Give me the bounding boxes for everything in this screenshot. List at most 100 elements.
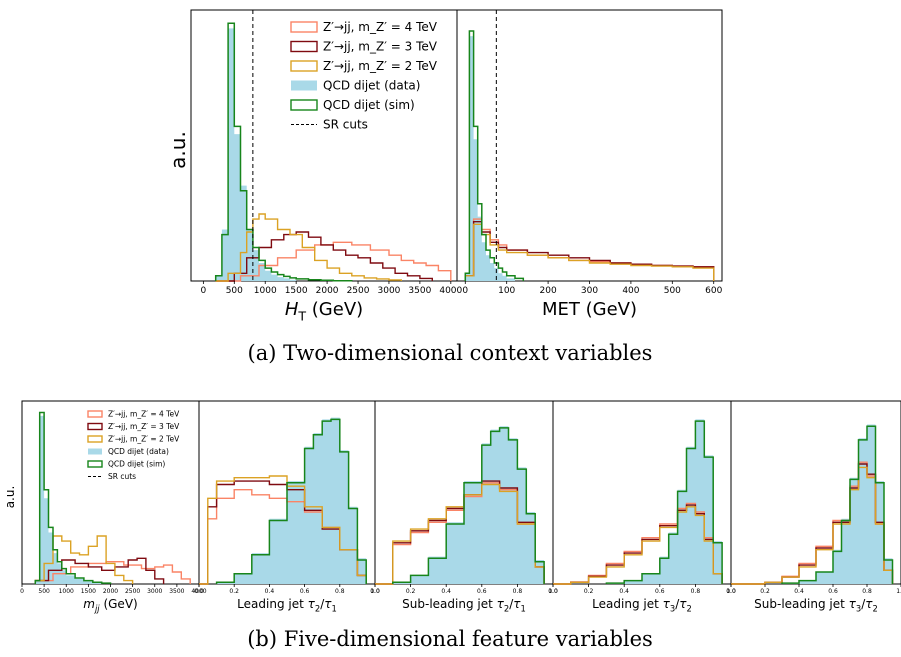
z2-line bbox=[34, 535, 134, 584]
x-tick-label: 300 bbox=[581, 286, 598, 296]
legend-swatch-fill bbox=[291, 80, 317, 91]
legend-bottom: Z′→jj, m_Z′ = 4 TeV Z′→jj, m_Z′ = 3 TeV Z′… bbox=[87, 410, 180, 481]
panel-ht: 0 500 1000 1500 2000 2500 3000 3500 4000 HT (GeV) bbox=[201, 10, 463, 323]
panel-t21sub: 0.0 0.2 0.4 0.6 0.8 1.0 Sub-leading jet τ2/τ1 bbox=[370, 426, 558, 614]
caption-b: (b) Five-dimensional feature variables bbox=[247, 627, 653, 651]
x-tick-label: 1500 bbox=[81, 588, 96, 595]
legend-label: Z′→jj, m_Z′ = 2 TeV bbox=[323, 59, 438, 73]
legend-item: QCD dijet (data) bbox=[291, 79, 420, 93]
legend-item: QCD dijet (sim) bbox=[87, 460, 165, 469]
legend-swatch-step bbox=[87, 410, 103, 418]
legend-label: SR cuts bbox=[323, 118, 368, 132]
x-tick-label: 2500 bbox=[125, 588, 140, 595]
legend-label: Z′→jj, m_Z′ = 3 TeV bbox=[323, 40, 438, 54]
qcd-sim-line bbox=[605, 420, 723, 584]
qcd-sim-line bbox=[214, 22, 353, 282]
x-tick-label: 1.0 bbox=[370, 588, 380, 595]
x-tick-label: 1.0 bbox=[548, 588, 558, 595]
legend-swatch-step bbox=[87, 435, 103, 443]
qcd-data-fill bbox=[216, 417, 367, 584]
legend-swatch-step bbox=[290, 99, 318, 111]
legend-item: Z′→jj, m_Z′ = 2 TeV bbox=[290, 59, 438, 73]
legend-label: Z′→jj, m_Z′ = 3 TeV bbox=[108, 422, 180, 431]
x-tick-label: 0.0 bbox=[370, 588, 380, 595]
x-axis-label: Sub-leading jet τ3/τ2 bbox=[754, 597, 878, 614]
panel-t21lead: 0.0 0.2 0.4 0.6 0.8 1.0 Leading jet τ2/τ1 bbox=[194, 417, 380, 614]
x-tick-label: 1.0 bbox=[896, 588, 901, 595]
legend-item: Z′→jj, m_Z′ = 2 TeV bbox=[87, 435, 180, 444]
x-tick-label: 3500 bbox=[408, 286, 431, 296]
x-tick-label: 0.0 bbox=[726, 588, 736, 595]
legend-item: Z′→jj, m_Z′ = 3 TeV bbox=[290, 40, 438, 54]
legend-item: SR cuts bbox=[88, 472, 136, 481]
legend-label: Z′→jj, m_Z′ = 2 TeV bbox=[108, 435, 180, 444]
z4-line bbox=[215, 241, 452, 282]
x-axis-label: Leading jet τ2/τ1 bbox=[237, 597, 337, 614]
z2-line bbox=[215, 213, 402, 282]
legend-swatch-step bbox=[290, 60, 318, 72]
legend-swatch-step bbox=[87, 460, 103, 468]
x-tick-label: 0.2 bbox=[760, 588, 770, 595]
x-tick-label: 1500 bbox=[285, 286, 308, 296]
x-tick-label: 1000 bbox=[59, 588, 74, 595]
x-axis-label: MET (GeV) bbox=[542, 299, 637, 320]
x-tick-label: 0 bbox=[20, 588, 24, 595]
x-tick-label: 0.0 bbox=[194, 588, 204, 595]
x-tick-label: 2000 bbox=[103, 588, 118, 595]
x-tick-label: 4000 bbox=[439, 286, 462, 296]
qcd-sim-line bbox=[464, 30, 525, 281]
legend-label: Z′→jj, m_Z′ = 4 TeV bbox=[323, 20, 438, 34]
x-tick-label: 0.0 bbox=[548, 588, 558, 595]
x-axis-label: mjj (GeV) bbox=[83, 597, 137, 614]
x-axis-label: Leading jet τ3/τ2 bbox=[592, 597, 692, 614]
x-tick-label: 0.4 bbox=[441, 588, 451, 595]
x-tick-label: 200 bbox=[540, 286, 557, 296]
panel-met: 0 100 200 300 400 500 600 MET (GeV) bbox=[462, 10, 723, 320]
legend-label: QCD dijet (sim) bbox=[323, 98, 415, 112]
qcd-sim-line bbox=[392, 427, 545, 584]
x-tick-label: 500 bbox=[38, 588, 50, 595]
legend-item: SR cuts bbox=[291, 118, 368, 132]
x-tick-label: 500 bbox=[226, 286, 243, 296]
x-tick-label: 400 bbox=[622, 286, 639, 296]
x-tick-label: 500 bbox=[664, 286, 681, 296]
legend-top: Z′→jj, m_Z′ = 4 TeV Z′→jj, m_Z′ = 3 TeV Z′… bbox=[290, 20, 438, 132]
x-tick-label: 0 bbox=[201, 286, 207, 296]
legend-swatch-step bbox=[290, 40, 318, 53]
x-tick-label: 0 bbox=[462, 286, 468, 296]
bottom-ylabel: a.u. bbox=[3, 486, 17, 509]
x-tick-label: 0.4 bbox=[794, 588, 804, 595]
x-tick-label: 0.8 bbox=[862, 588, 872, 595]
x-tick-label: 0.8 bbox=[335, 588, 345, 595]
legend-swatch-step bbox=[290, 21, 318, 33]
legend-item: Z′→jj, m_Z′ = 4 TeV bbox=[290, 20, 438, 34]
x-tick-label: 0.6 bbox=[300, 588, 310, 595]
x-tick-label: 0.6 bbox=[828, 588, 838, 595]
qcd-data-fill bbox=[215, 28, 297, 282]
x-tick-label: 0.6 bbox=[655, 588, 665, 595]
legend-swatch-step bbox=[87, 422, 103, 431]
x-tick-label: 3500 bbox=[169, 588, 184, 595]
legend-swatch-fill bbox=[88, 448, 102, 455]
x-tick-label: 0.2 bbox=[584, 588, 594, 595]
x-tick-label: 3000 bbox=[147, 588, 162, 595]
x-tick-label: 4000 bbox=[191, 588, 206, 595]
legend-item: QCD dijet (sim) bbox=[290, 98, 415, 112]
x-tick-label: 0.4 bbox=[265, 588, 275, 595]
x-tick-label: 2500 bbox=[347, 286, 370, 296]
x-tick-label: 1000 bbox=[254, 286, 277, 296]
top-ylabel: a.u. bbox=[166, 131, 190, 169]
panel-t32lead: 0.0 0.2 0.4 0.6 0.8 1.0 Leading jet τ3/τ2 bbox=[548, 419, 736, 614]
panel-t32sub: 0.0 0.2 0.4 0.6 0.8 1.0 Sub-leading jet τ3/τ2 bbox=[726, 424, 901, 614]
legend-label: SR cuts bbox=[108, 472, 136, 481]
x-tick-label: 0.8 bbox=[691, 588, 701, 595]
x-tick-label: 0.2 bbox=[406, 588, 416, 595]
legend-label: QCD dijet (data) bbox=[323, 79, 420, 93]
qcd-sim-line bbox=[215, 418, 367, 584]
z3-line bbox=[34, 557, 165, 584]
z2-line bbox=[731, 466, 894, 585]
legend-label: Z′→jj, m_Z′ = 4 TeV bbox=[108, 410, 180, 419]
x-tick-label: 100 bbox=[498, 286, 515, 296]
x-tick-label: 0.6 bbox=[477, 588, 487, 595]
